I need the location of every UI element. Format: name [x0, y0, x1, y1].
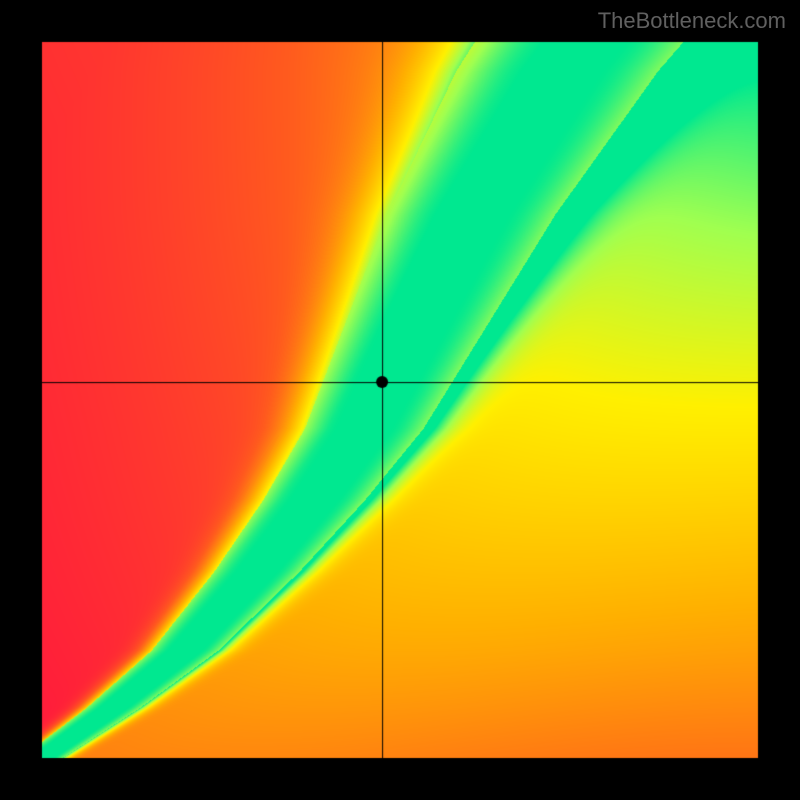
chart-container: TheBottleneck.com: [0, 0, 800, 800]
heatmap-canvas: [0, 0, 800, 800]
watermark-text: TheBottleneck.com: [598, 8, 786, 34]
